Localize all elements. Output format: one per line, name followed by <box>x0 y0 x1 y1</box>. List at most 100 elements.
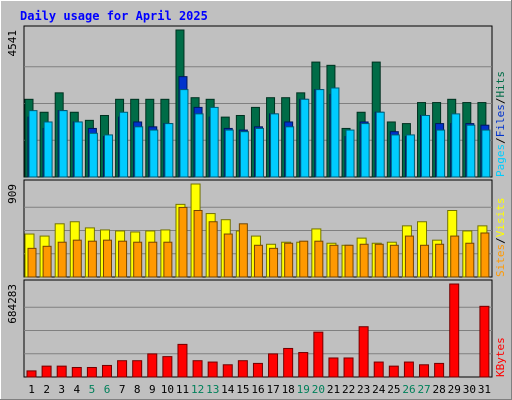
bar-pages-18 <box>285 126 295 178</box>
bar-kbytes-18 <box>283 347 294 378</box>
bar-sites-7 <box>118 240 128 278</box>
bar-pages-16 <box>254 127 264 178</box>
bar-kbytes-27 <box>419 364 430 378</box>
bar-kbytes-28 <box>434 362 445 378</box>
bar-sites-12 <box>193 209 203 278</box>
bar-sites-20 <box>314 240 324 278</box>
day-label-9: 9 <box>149 383 156 396</box>
series-pages <box>28 87 491 178</box>
bar-sites-16 <box>253 244 263 278</box>
day-label-1: 1 <box>28 383 35 396</box>
bar-sites-8 <box>133 241 143 278</box>
bar-sites-25 <box>389 244 399 278</box>
bar-kbytes-7 <box>117 360 128 378</box>
bar-sites-27 <box>420 244 430 278</box>
bar-pages-13 <box>209 106 219 178</box>
chart-title: Daily usage for April 2025 <box>20 9 208 23</box>
chart-panels: 4541Pages/Files/Hits909Sites/Visits68428… <box>6 25 507 378</box>
day-label-20: 20 <box>312 383 325 396</box>
panel-background <box>23 279 493 378</box>
bar-kbytes-11 <box>177 343 188 378</box>
bar-pages-26 <box>405 134 415 178</box>
bar-pages-20 <box>315 89 325 178</box>
day-label-11: 11 <box>176 383 189 396</box>
bar-sites-29 <box>450 235 460 278</box>
bar-pages-25 <box>390 134 400 178</box>
day-label-26: 26 <box>402 383 415 396</box>
bar-kbytes-8 <box>132 360 143 378</box>
day-label-3: 3 <box>58 383 65 396</box>
day-label-7: 7 <box>119 383 126 396</box>
bar-pages-5 <box>88 132 98 178</box>
bar-sites-22 <box>344 244 354 278</box>
axis-label-part: Visits <box>494 198 507 238</box>
bar-pages-15 <box>239 131 249 178</box>
day-label-18: 18 <box>282 383 295 396</box>
bar-kbytes-3 <box>56 365 67 378</box>
bar-sites-26 <box>404 235 414 278</box>
bar-pages-24 <box>375 111 385 178</box>
bar-kbytes-15 <box>237 360 248 378</box>
bar-sites-21 <box>329 244 339 278</box>
bar-kbytes-19 <box>298 352 309 378</box>
bar-kbytes-20 <box>313 331 324 378</box>
bar-pages-6 <box>103 134 113 178</box>
bar-pages-21 <box>330 87 340 178</box>
bar-kbytes-13 <box>207 361 218 378</box>
bar-sites-5 <box>87 240 97 278</box>
day-label-2: 2 <box>43 383 50 396</box>
bar-kbytes-6 <box>101 364 112 378</box>
bar-pages-17 <box>270 113 280 178</box>
day-label-15: 15 <box>236 383 249 396</box>
bar-kbytes-31 <box>479 305 490 378</box>
day-label-31: 31 <box>478 383 491 396</box>
kbytes-panel: 684283 KBytes <box>6 279 507 378</box>
bar-kbytes-9 <box>147 353 158 378</box>
visits-panel: 909 Sites/Visits <box>6 179 507 278</box>
day-label-28: 28 <box>433 383 446 396</box>
day-label-4: 4 <box>74 383 81 396</box>
bar-pages-19 <box>300 98 310 178</box>
bar-pages-27 <box>421 114 431 178</box>
bar-kbytes-16 <box>252 362 263 378</box>
bar-pages-9 <box>149 129 159 178</box>
bar-pages-8 <box>134 126 144 178</box>
bar-pages-4 <box>73 121 83 178</box>
day-label-27: 27 <box>417 383 430 396</box>
bar-kbytes-17 <box>268 353 279 378</box>
bar-sites-6 <box>102 239 112 278</box>
bar-sites-2 <box>42 245 52 278</box>
day-label-16: 16 <box>251 383 264 396</box>
bar-pages-3 <box>58 110 68 178</box>
bar-sites-13 <box>208 221 218 278</box>
bar-sites-23 <box>359 243 369 278</box>
bar-sites-19 <box>299 240 309 278</box>
bar-kbytes-22 <box>343 357 354 378</box>
bar-kbytes-12 <box>192 360 203 378</box>
bar-kbytes-26 <box>403 361 414 378</box>
day-label-17: 17 <box>266 383 279 396</box>
bar-pages-7 <box>119 111 129 178</box>
axis-label-part: Pages <box>494 144 507 177</box>
bar-sites-28 <box>435 243 445 278</box>
bar-sites-24 <box>374 243 384 278</box>
axis-label-part: Sites <box>494 244 507 277</box>
scale-max-label: 4541 <box>6 30 19 57</box>
bar-kbytes-21 <box>328 357 339 378</box>
bar-pages-29 <box>451 113 461 178</box>
scale-max-label: 684283 <box>6 284 19 324</box>
bar-pages-30 <box>466 124 476 178</box>
bar-kbytes-24 <box>373 361 384 378</box>
axis-label-part: Files <box>494 104 507 137</box>
axis-label-part: KBytes <box>494 337 507 377</box>
day-label-13: 13 <box>206 383 219 396</box>
bar-kbytes-29 <box>449 283 460 378</box>
axis-label-part: / <box>494 98 507 105</box>
bar-pages-10 <box>164 123 174 178</box>
axis-label-part: / <box>494 237 507 244</box>
bar-sites-17 <box>269 247 279 278</box>
bar-pages-2 <box>43 121 53 178</box>
series-kbytes <box>26 283 490 378</box>
day-label-6: 6 <box>104 383 111 396</box>
